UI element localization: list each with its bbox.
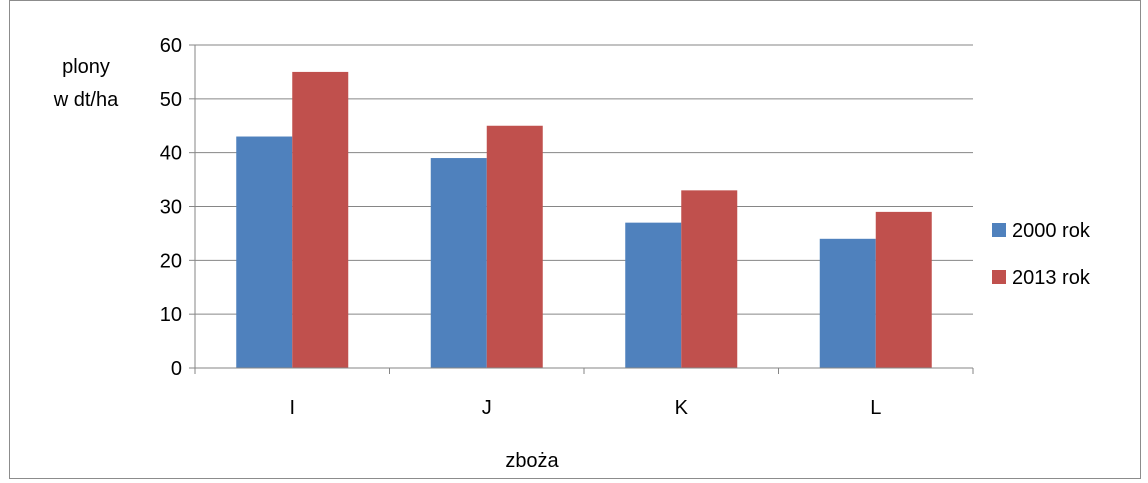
axes: 0 10 20 30 40 50 60 I J K L [160,35,974,419]
legend-swatch [992,223,1006,237]
bar-2013-rok-K [681,190,738,368]
bar-2000-rok-K [625,222,682,368]
y-tick-label: 50 [160,89,182,111]
bar-2013-rok-L [875,211,932,368]
y-axis-label-line-1: plony [62,56,110,78]
legend-label: 2000 rok [1012,220,1091,242]
labels: plony w dt/ha zboża [53,56,560,472]
x-axis-label: zboża [505,450,559,472]
legend: 2000 rok 2013 rok [992,220,1091,289]
y-tick-label: 40 [160,143,182,165]
bar-2000-rok-J [430,158,487,368]
y-tick-label: 60 [160,35,182,57]
y-tick-label: 30 [160,197,182,219]
legend-label: 2013 rok [1012,267,1091,289]
x-tick-label: I [289,397,295,419]
bar-2000-rok-I [236,136,293,368]
chart-frame [9,0,1141,479]
x-tick-label: J [482,397,492,419]
y-axis-label-line-2: w dt/ha [53,89,119,111]
x-tick-label: L [870,397,881,419]
bar-2013-rok-J [486,125,543,368]
bars [236,71,932,369]
y-tick-label: 0 [171,358,182,380]
y-tick-label: 20 [160,250,182,272]
x-tick-label: K [675,397,689,419]
y-tick-label: 10 [160,304,182,326]
bar-2013-rok-I [292,71,349,369]
legend-swatch [992,270,1006,284]
bar-2000-rok-L [819,238,876,368]
